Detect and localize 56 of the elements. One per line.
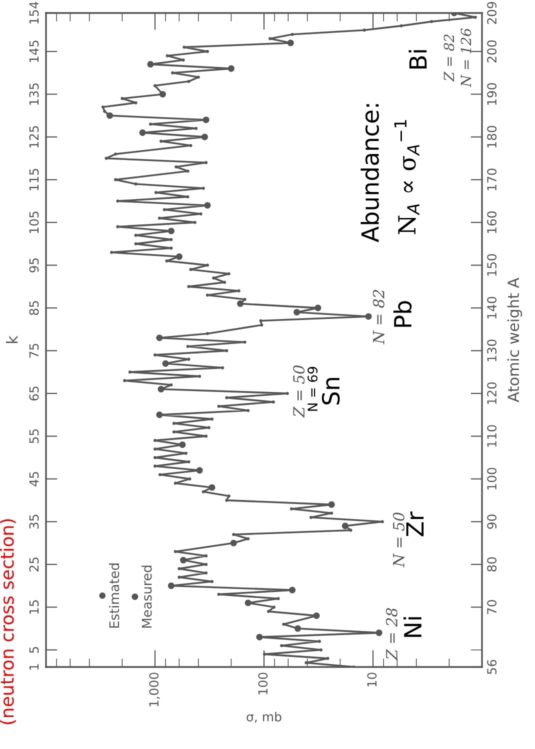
y-tick-label: 160	[487, 211, 497, 234]
annotation: N$_{A}$ ∝ σ$_{A}$$^{−1}$	[394, 120, 420, 234]
y-tick-label: 130	[487, 340, 497, 362]
y-tick-label: 90	[487, 514, 497, 529]
annotation: Sn	[322, 378, 340, 404]
y2-tick-label: 5	[29, 647, 39, 653]
annotation: N = 69	[308, 366, 318, 411]
legend-label: Estimated	[108, 564, 120, 628]
y2-tick-label: 65	[29, 386, 39, 401]
y2-tick-label: 25	[29, 558, 39, 572]
text: (neutron cross section)	[0, 519, 16, 724]
y-tick-label: 200	[487, 40, 497, 62]
annotation: Pb	[393, 301, 412, 327]
y-tick-label: 100	[487, 468, 497, 490]
y-tick-label: 70	[487, 600, 497, 614]
y2-tick-label: 15	[29, 600, 39, 614]
annotation: N = 82	[372, 290, 384, 344]
annotation: Zr	[406, 511, 424, 536]
y-axis-title: Atomic weight A	[507, 278, 522, 402]
y-tick-label: 110	[487, 425, 497, 447]
y2-tick-label: 75	[29, 344, 39, 358]
annotation: N = 126	[460, 28, 472, 88]
annotation: Ni	[403, 617, 422, 637]
y2-tick-label: 154	[29, 2, 39, 24]
y-tick-label: 170	[487, 168, 497, 190]
y-tick-label: 80	[487, 557, 497, 572]
annotation: Abundance:	[360, 104, 379, 242]
y2-tick-label: 125	[29, 126, 39, 148]
y2-axis-title: k	[6, 336, 18, 344]
y2-tick-label: 135	[29, 83, 39, 105]
annotation: Z = 50	[293, 366, 305, 418]
x-tick-label: 1,000	[149, 672, 160, 706]
y-tick-label: 150	[487, 254, 497, 276]
y2-tick-label: 105	[29, 212, 39, 234]
legend-label: Measured	[142, 566, 152, 628]
y2-tick-label: 35	[29, 514, 39, 529]
annotation: Z = 82	[444, 34, 454, 82]
y2-tick-label: 1	[29, 664, 39, 670]
y-tick-label: 140	[487, 296, 497, 318]
y-tick-label: 190	[487, 83, 497, 105]
y2-tick-label: 145	[29, 40, 39, 62]
y-tick-label: 180	[487, 126, 497, 148]
annotation: Bi	[408, 50, 427, 68]
annotation: Z = 28	[386, 608, 398, 660]
y-tick-label: 120	[487, 382, 497, 404]
y-tick-label: 56	[487, 660, 497, 674]
x-tick-label: 10	[367, 672, 377, 686]
x-tick-label: 100	[258, 672, 268, 694]
y-tick-label: 209	[487, 2, 497, 24]
y2-tick-label: 45	[29, 472, 39, 486]
x-axis-title: σ, mb	[246, 712, 282, 723]
annotation: N = 50	[392, 512, 404, 568]
y2-tick-label: 85	[29, 301, 39, 316]
y2-tick-label: 115	[29, 168, 39, 190]
y2-tick-label: 55	[29, 429, 39, 444]
y2-tick-label: 95	[29, 258, 39, 272]
